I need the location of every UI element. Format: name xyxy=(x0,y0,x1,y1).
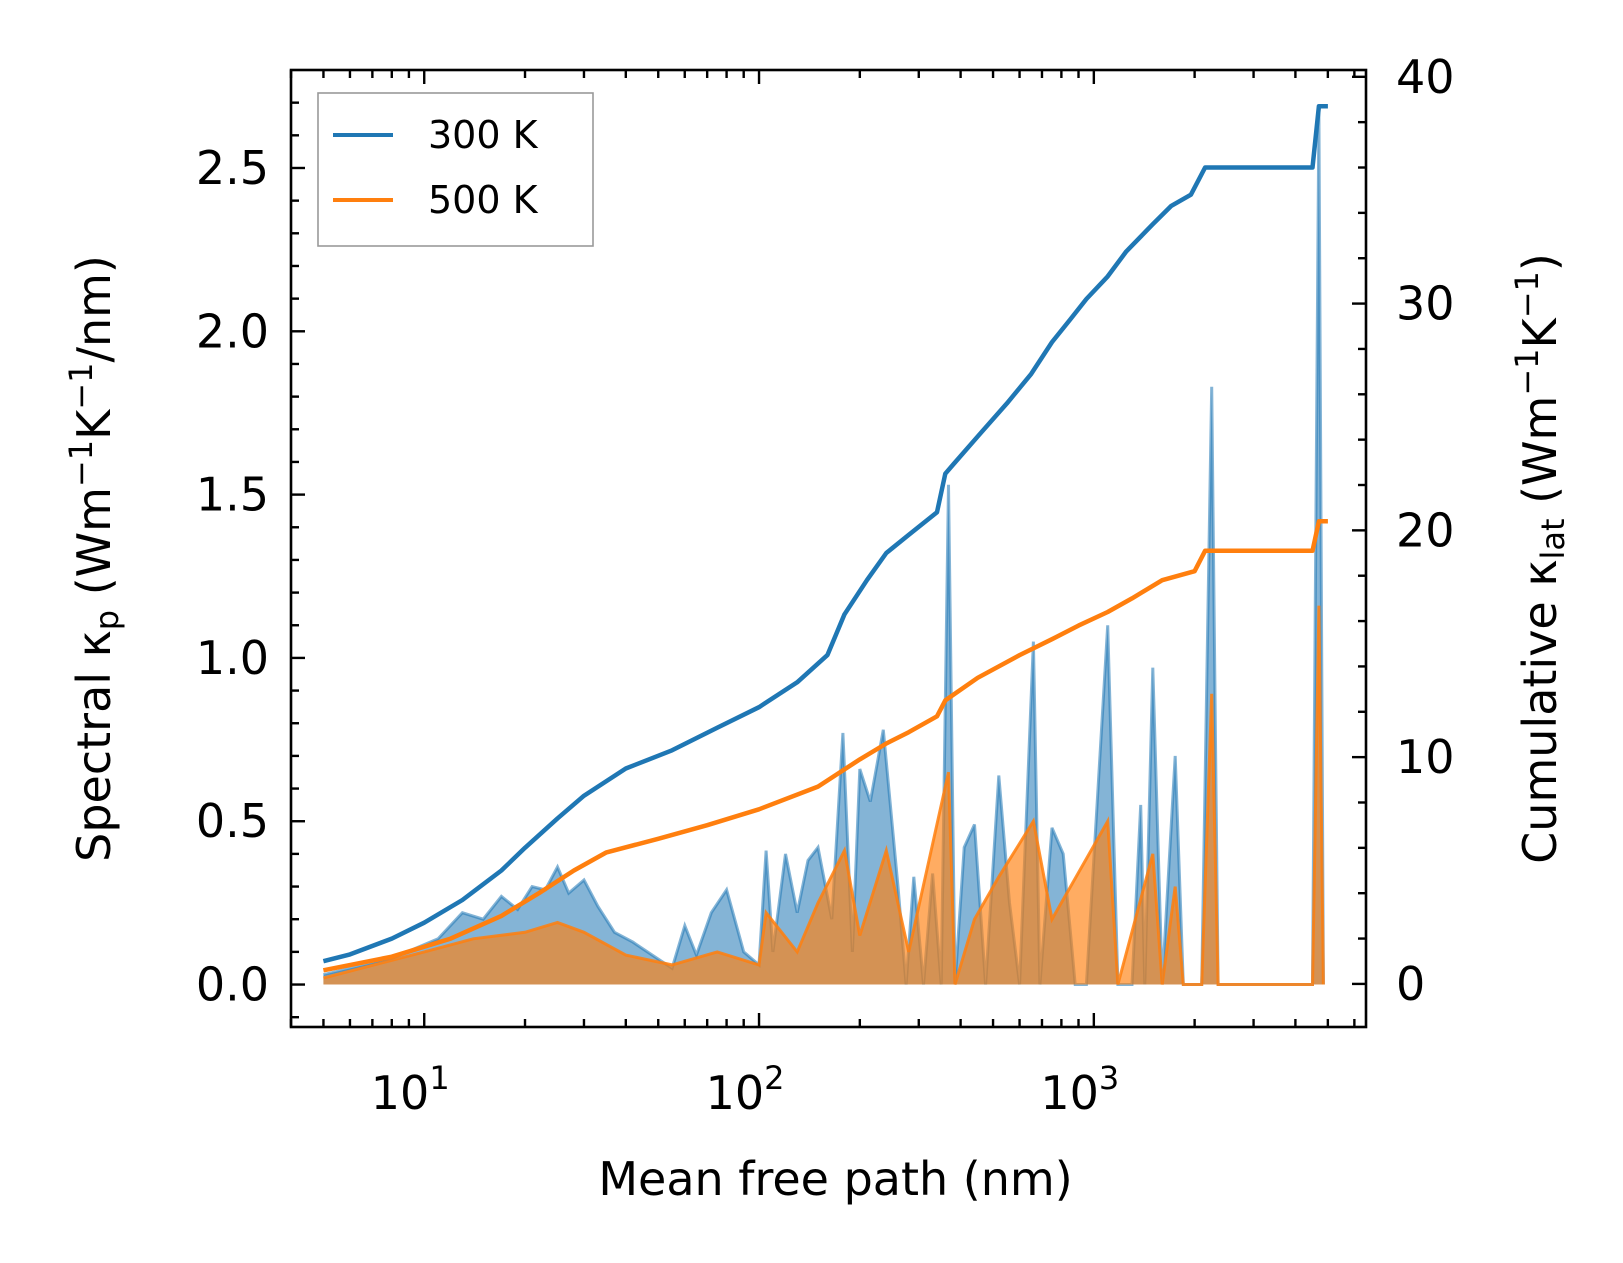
x-tick-label: 101 xyxy=(371,1059,450,1120)
y-left-tick-label: 1.5 xyxy=(196,468,269,522)
legend: 300 K 500 K xyxy=(317,92,594,247)
x-tick-label: 102 xyxy=(706,1059,785,1120)
y-left-tick-label: 0.5 xyxy=(196,794,269,848)
y-right-tick-label: 20 xyxy=(1396,503,1455,557)
spectral-outline-300k xyxy=(323,112,1325,986)
tick-layer: 101 102 103 0.0 0.5 1.0 1.5 2.0 2.5 0 10 20 30 40 xyxy=(196,50,1455,1120)
spectral-fill-layer xyxy=(323,112,1325,986)
plot-frame xyxy=(289,68,1368,1029)
y-left-tick-label: 1.0 xyxy=(196,631,269,685)
cumulative-line-layer xyxy=(322,104,1328,973)
y-left-tick-label: 2.5 xyxy=(196,141,269,195)
y-axis-left-title: Spectral κp (Wm−1K−1/nm) xyxy=(62,255,126,862)
y-axis-right-title: Cumulative κlat (Wm−1K−1) xyxy=(1508,253,1572,864)
y-left-tick-label: 0.0 xyxy=(196,958,269,1012)
cumulative-line-500k xyxy=(322,519,1328,973)
cumulative-line-300k xyxy=(322,104,1328,964)
legend-box xyxy=(317,92,594,247)
y-right-tick-label: 0 xyxy=(1396,957,1425,1011)
spectral-area-500k xyxy=(323,605,1324,985)
y-left-tick-label: 2.0 xyxy=(196,304,269,358)
y-right-tick-label: 40 xyxy=(1396,50,1455,104)
legend-label-500k: 500 K xyxy=(428,178,539,222)
y-right-tick-label: 10 xyxy=(1396,730,1455,784)
x-axis-title: Mean free path (nm) xyxy=(598,1152,1072,1206)
y-right-tick-label: 30 xyxy=(1396,277,1455,331)
spectral-outline-500k xyxy=(323,605,1325,986)
x-tick-label: 103 xyxy=(1040,1059,1119,1120)
legend-label-300k: 300 K xyxy=(428,113,539,157)
